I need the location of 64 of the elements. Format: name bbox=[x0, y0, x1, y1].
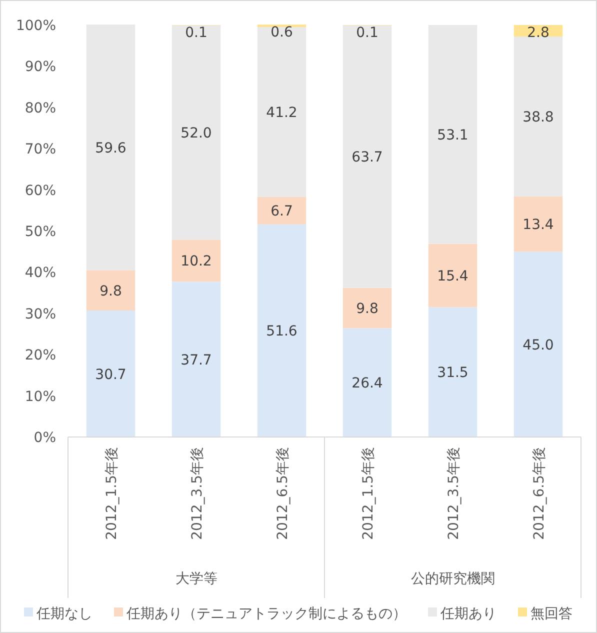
bar bbox=[514, 252, 563, 437]
legend-label: 任期あり（テニュアトラック制によるもの） bbox=[126, 606, 406, 622]
y-tick-label: 50% bbox=[24, 224, 56, 240]
data-label: 0.1 bbox=[356, 25, 378, 41]
data-label: 31.5 bbox=[437, 365, 468, 382]
data-label: 63.7 bbox=[352, 150, 383, 166]
bar bbox=[342, 328, 392, 437]
data-label: 38.8 bbox=[522, 109, 554, 126]
x-tick-label: 2012_6.5年後 bbox=[274, 447, 291, 540]
bar bbox=[257, 27, 306, 197]
bar bbox=[514, 36, 563, 196]
data-label: 9.8 bbox=[100, 283, 122, 300]
y-tick-label: 20% bbox=[24, 348, 56, 364]
x-tick-label: 2012_3.5年後 bbox=[189, 447, 206, 540]
legend-label: 任期あり bbox=[440, 606, 496, 622]
y-tick-label: 40% bbox=[24, 265, 56, 282]
data-label: 2.8 bbox=[527, 25, 550, 41]
x-tick-label: 2012_3.5年後 bbox=[446, 447, 462, 540]
y-tick-label: 60% bbox=[24, 182, 56, 199]
data-label: 6.7 bbox=[270, 204, 293, 220]
bar bbox=[514, 196, 563, 252]
bar bbox=[342, 288, 392, 328]
y-tick-label: 80% bbox=[24, 100, 56, 116]
data-label: 41.2 bbox=[266, 104, 298, 121]
bar bbox=[86, 24, 136, 270]
bar bbox=[257, 196, 306, 224]
y-tick-label: 30% bbox=[24, 306, 56, 322]
data-label: 0.6 bbox=[270, 24, 293, 41]
y-tick-label: 0% bbox=[34, 430, 56, 446]
y-tick-label: 70% bbox=[24, 142, 56, 158]
data-label: 10.2 bbox=[180, 254, 212, 270]
y-tick-label: 10% bbox=[24, 388, 56, 405]
bar bbox=[428, 25, 478, 244]
bar bbox=[257, 224, 306, 437]
data-label: 26.4 bbox=[352, 376, 383, 392]
data-label: 30.7 bbox=[95, 366, 126, 383]
data-label: 52.0 bbox=[180, 126, 212, 142]
bar bbox=[172, 282, 221, 437]
data-label: 0.1 bbox=[185, 25, 208, 41]
data-label: 51.6 bbox=[266, 324, 298, 340]
text: 公的研究機関 bbox=[410, 571, 495, 587]
data-label: 59.6 bbox=[95, 140, 126, 156]
x-tick-label: 2012_1.5年後 bbox=[360, 447, 376, 540]
bar bbox=[342, 25, 392, 288]
legend-label: 無回答 bbox=[530, 606, 572, 622]
bar bbox=[428, 307, 478, 437]
x-tick-label: 2012_6.5年後 bbox=[531, 447, 548, 540]
bar bbox=[257, 24, 306, 28]
legend-label: 任期なし bbox=[36, 606, 92, 622]
data-label: 9.8 bbox=[356, 301, 378, 318]
data-label: 13.4 bbox=[522, 216, 554, 233]
bar bbox=[172, 25, 221, 240]
bar bbox=[172, 240, 221, 282]
bar bbox=[428, 244, 478, 308]
bar bbox=[86, 310, 136, 437]
data-label: 15.4 bbox=[437, 268, 468, 284]
y-tick-label: 100% bbox=[16, 18, 56, 34]
text: 大学等 bbox=[175, 571, 218, 587]
data-label: 37.7 bbox=[180, 352, 212, 368]
bar bbox=[86, 270, 136, 311]
y-tick-label: 90% bbox=[24, 59, 56, 76]
data-label: 53.1 bbox=[437, 127, 468, 144]
data-label: 45.0 bbox=[522, 337, 554, 354]
x-tick-label: 2012_1.5年後 bbox=[104, 447, 120, 540]
